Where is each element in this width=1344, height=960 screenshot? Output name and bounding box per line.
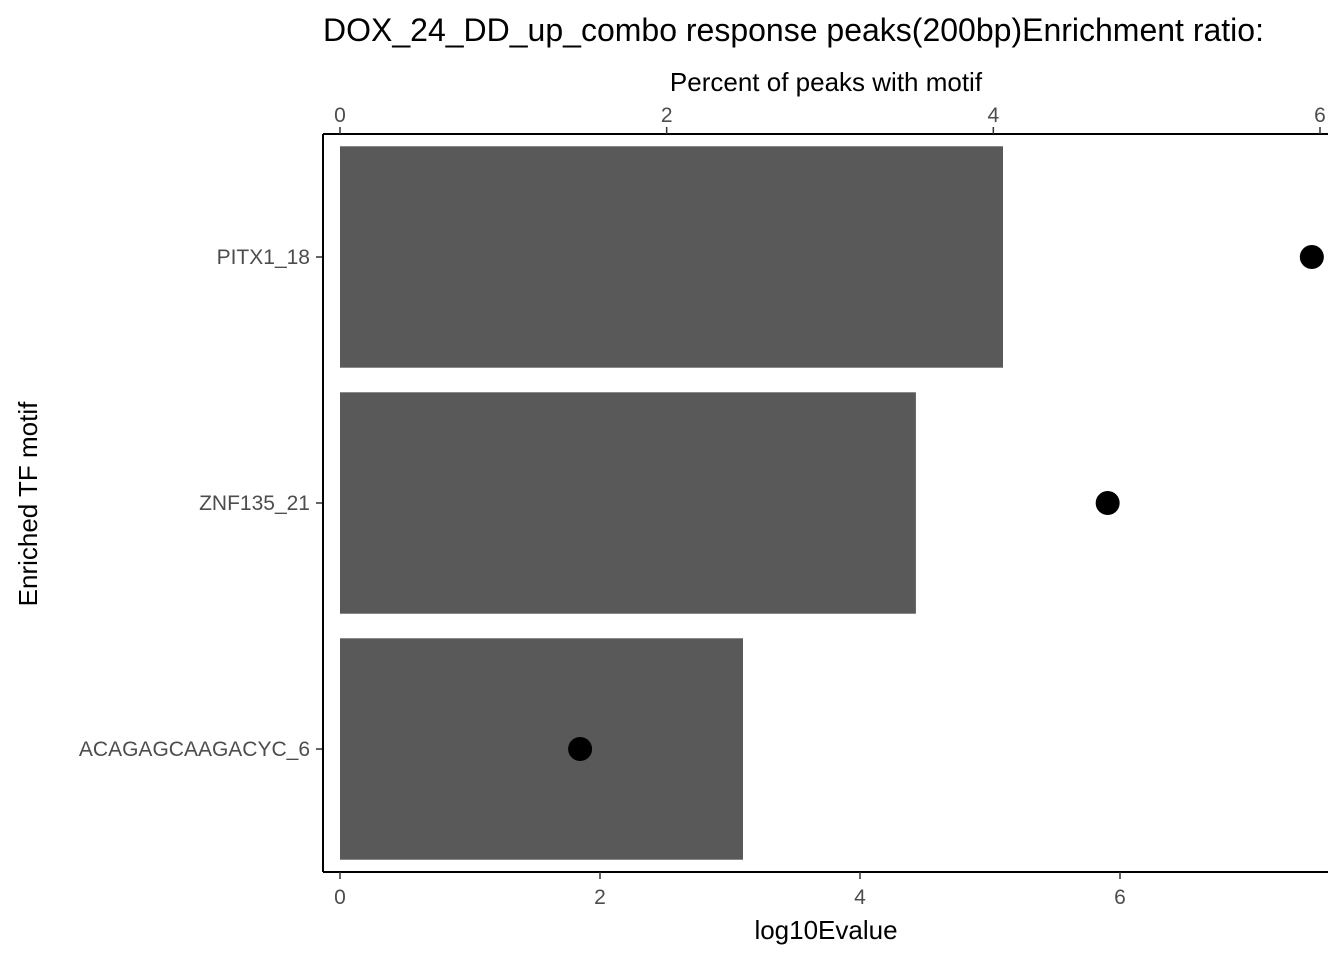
point-acagagcaagacyc-6	[568, 737, 593, 761]
point-pitx1-18	[1299, 245, 1324, 269]
chart-title: DOX_24_DD_up_combo response peaks(200bp)…	[323, 12, 1264, 48]
bottom-tick-label-2: 2	[594, 886, 606, 909]
top-tick-label-6: 6	[1314, 104, 1326, 127]
top-tick-label-2: 2	[661, 104, 673, 127]
bottom-tick-label-6: 6	[1114, 886, 1126, 909]
bottom-tick-label-4: 4	[854, 886, 866, 909]
y-axis-title: Enriched TF motif	[13, 401, 43, 606]
category-label-pitx1-18: PITX1_18	[217, 246, 310, 269]
top-axis-title: Percent of peaks with motif	[670, 67, 983, 97]
axes-group: PITX1_18 ZNF135_21 ACAGAGCAAGACYC_6 0 2 4 6 0 2 4…	[79, 104, 1328, 909]
bar-znf135-21	[340, 392, 916, 614]
top-tick-label-4: 4	[987, 104, 999, 127]
bottom-tick-label-0: 0	[334, 886, 346, 909]
category-label-znf135-21: ZNF135_21	[199, 492, 310, 515]
bars-group	[340, 146, 1003, 860]
bottom-axis-title: log10Evalue	[754, 915, 897, 945]
bar-acagagcaagacyc-6	[340, 638, 743, 860]
points-group	[568, 245, 1324, 761]
point-znf135-21	[1095, 491, 1120, 515]
bar-pitx1-18	[340, 146, 1003, 368]
category-label-acagagcaagacyc-6: ACAGAGCAAGACYC_6	[79, 738, 310, 761]
top-tick-label-0: 0	[334, 104, 346, 127]
